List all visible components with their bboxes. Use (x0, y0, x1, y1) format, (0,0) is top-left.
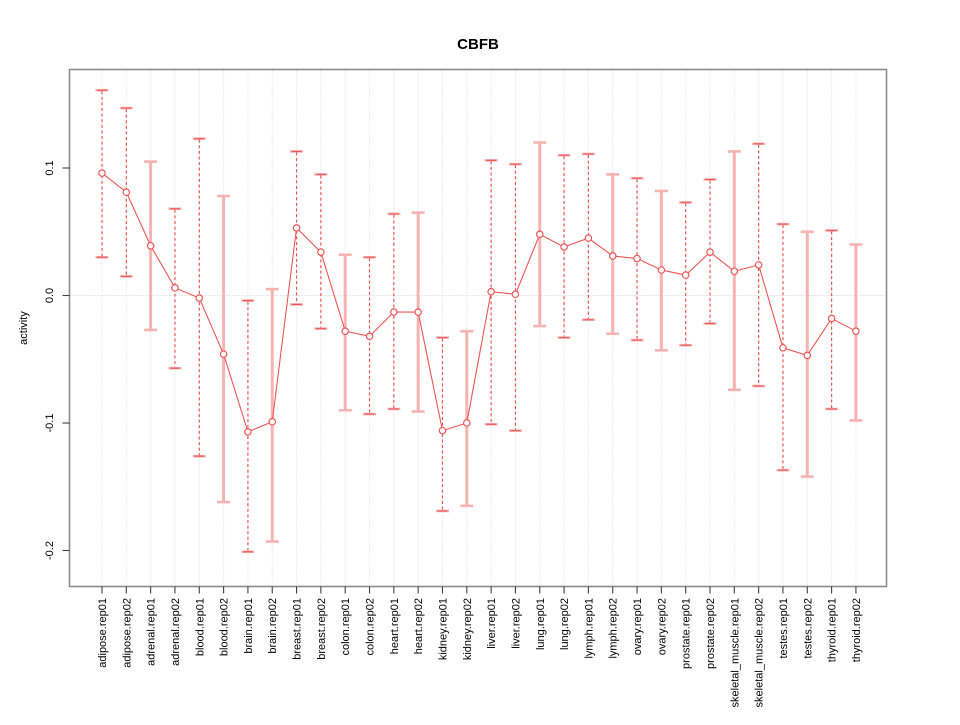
x-tick-label: breast.rep01 (292, 598, 304, 660)
data-point-marker (122, 188, 131, 197)
x-tick-label: ovary.rep01 (632, 598, 644, 655)
y-tick-labels-group: 0.1 0.0 -0.1 -0.2 (44, 160, 56, 560)
y-tick-label: 0.0 (44, 288, 56, 303)
data-point-marker (390, 308, 398, 316)
axis-ticks-group (62, 167, 857, 594)
data-point-marker (803, 351, 812, 360)
x-tick-label: adipose.rep01 (97, 598, 109, 668)
chart-title: CBFB (457, 36, 499, 53)
y-tick-label: 0.1 (44, 160, 56, 175)
x-tick-label: lymph.rep01 (583, 598, 595, 659)
x-tick-label: lung.rep01 (535, 598, 547, 650)
x-tick-label: lung.rep02 (559, 598, 571, 650)
data-point-marker (706, 248, 714, 256)
error-bars-group (95, 88, 863, 554)
x-tick-label: testes.rep01 (778, 598, 790, 659)
y-tick-label: -0.2 (44, 541, 56, 560)
gridlines-group (70, 70, 886, 586)
data-point-marker (341, 327, 350, 336)
data-point-marker (633, 254, 641, 263)
x-tick-label: adrenal.rep02 (170, 598, 182, 666)
data-point-marker (730, 267, 739, 276)
y-tick-label: -0.1 (44, 414, 56, 433)
data-point-marker (560, 243, 568, 251)
data-point-marker (535, 230, 544, 239)
plot-border (68, 68, 888, 588)
data-point-marker (365, 332, 374, 341)
x-tick-labels-group: adipose.rep01 adipose.rep02 adrenal.rep01 a… (97, 598, 863, 707)
x-tick-label: brain.rep01 (243, 598, 255, 654)
plot-frame-group (68, 68, 888, 588)
x-tick-label: brain.rep02 (267, 598, 279, 654)
data-point-marker (268, 417, 277, 426)
x-tick-label: blood.rep01 (194, 598, 206, 656)
x-tick-label: kidney.rep02 (462, 598, 474, 660)
data-point-marker (681, 271, 690, 279)
x-tick-label: breast.rep02 (316, 598, 328, 660)
x-tick-label: prostate.rep02 (705, 598, 717, 669)
data-point-marker (98, 169, 106, 177)
x-tick-label: heart.rep02 (413, 598, 425, 654)
data-point-marker (171, 284, 179, 292)
x-tick-label: skeletal_muscle.rep02 (754, 598, 766, 707)
data-point-marker (852, 327, 860, 336)
data-point-marker (754, 261, 763, 269)
data-point-marker (219, 350, 228, 358)
x-tick-label: colon.rep02 (365, 598, 377, 656)
data-point-marker (608, 252, 617, 260)
data-point-marker (584, 234, 593, 242)
data-point-marker (657, 266, 666, 274)
data-point-marker (244, 428, 252, 436)
x-tick-label: liver.rep01 (486, 598, 498, 649)
data-point-marker (827, 314, 836, 323)
data-point-marker (317, 248, 325, 256)
data-point-marker (146, 241, 155, 250)
data-point-marker (438, 426, 447, 435)
x-tick-label: adrenal.rep01 (146, 598, 158, 666)
data-point-marker (511, 290, 520, 299)
y-axis-label: activity (18, 311, 30, 345)
data-point-marker (292, 224, 301, 232)
x-tick-label: blood.rep02 (219, 598, 231, 656)
series-group (98, 169, 860, 436)
data-point-marker (195, 294, 204, 302)
data-point-marker (779, 343, 787, 352)
x-tick-label: kidney.rep01 (437, 598, 449, 660)
data-point-marker (487, 287, 495, 296)
series-line (101, 172, 857, 433)
x-tick-label: colon.rep01 (340, 598, 352, 656)
x-tick-label: thyroid.rep01 (827, 598, 839, 662)
data-point-marker (414, 308, 422, 316)
x-tick-label: liver.rep02 (510, 598, 522, 649)
x-tick-label: prostate.rep01 (681, 598, 693, 669)
x-tick-label: heart.rep01 (389, 598, 401, 654)
x-tick-label: testes.rep02 (802, 598, 814, 659)
x-tick-label: ovary.rep02 (656, 598, 668, 655)
x-tick-label: skeletal_muscle.rep01 (729, 598, 741, 707)
data-point-marker (462, 419, 471, 427)
x-tick-label: lymph.rep02 (608, 598, 620, 659)
x-tick-label: adipose.rep02 (121, 598, 133, 668)
x-tick-label: thyroid.rep02 (851, 598, 863, 662)
